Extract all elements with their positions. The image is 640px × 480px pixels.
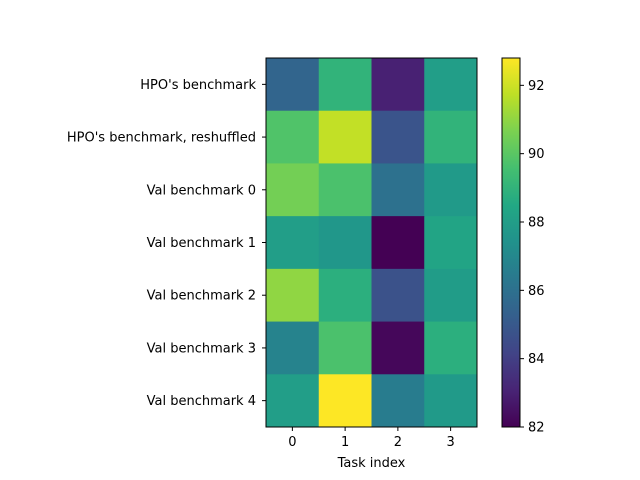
colorbar-tick-label: 90 (528, 147, 545, 162)
heatmap-cell (424, 163, 478, 217)
heatmap-cell (266, 216, 320, 270)
heatmap-cell (266, 58, 320, 112)
heatmap-cell (424, 58, 478, 112)
y-tick-label: Val benchmark 3 (147, 341, 256, 356)
heatmap-cell (266, 110, 320, 164)
heatmap-cell (371, 268, 425, 323)
heatmap-cell (371, 216, 425, 270)
heatmap-cell (318, 163, 372, 217)
y-tick-label: Val benchmark 2 (147, 289, 256, 304)
x-tick-label: 2 (394, 435, 402, 450)
heatmap-cell (371, 58, 425, 112)
heatmap-cell (266, 268, 320, 323)
heatmap-cell (318, 374, 372, 428)
heatmap-cells (266, 58, 478, 428)
heatmap-cell (371, 163, 425, 217)
heatmap-cell (318, 58, 372, 112)
colorbar-tick-label: 84 (528, 352, 545, 367)
y-tick-label: Val benchmark 0 (147, 183, 256, 198)
heatmap-cell (318, 216, 372, 270)
heatmap-cell (424, 374, 478, 428)
heatmap-cell (424, 216, 478, 270)
colorbar (501, 57, 521, 428)
y-tick-label: HPO's benchmark, reshuffled (67, 131, 256, 146)
heatmap-cell (266, 321, 320, 375)
heatmap-cell (318, 321, 372, 375)
colorbar-tick-label: 82 (528, 421, 545, 436)
y-tick-label: Val benchmark 4 (147, 394, 256, 409)
x-tick-label: 1 (341, 435, 349, 450)
heatmap-cell (424, 110, 478, 164)
colorbar-axis: 82 84 86 88 90 92 (520, 79, 545, 436)
heatmap-cell (266, 163, 320, 217)
y-axis: HPO's benchmark HPO's benchmark, reshuffl… (67, 78, 266, 409)
colorbar-tick-label: 92 (528, 79, 545, 94)
heatmap-cell (424, 268, 478, 323)
heatmap-cell (424, 321, 478, 375)
y-tick-label: HPO's benchmark (140, 78, 256, 93)
colorbar-tick-label: 86 (528, 284, 545, 299)
heatmap-cell (318, 110, 372, 164)
heatmap-cell (266, 374, 320, 428)
x-axis: 0 1 2 3 (288, 427, 455, 450)
colorbar-tick-label: 88 (528, 216, 545, 231)
heatmap-cell (318, 268, 372, 323)
x-tick-label: 3 (446, 435, 454, 450)
x-axis-label: Task index (337, 456, 406, 471)
heatmap-cell (371, 374, 425, 428)
x-tick-label: 0 (288, 435, 296, 450)
heatmap-cell (371, 321, 425, 375)
heatmap-cell (371, 110, 425, 164)
y-tick-label: Val benchmark 1 (147, 236, 256, 251)
